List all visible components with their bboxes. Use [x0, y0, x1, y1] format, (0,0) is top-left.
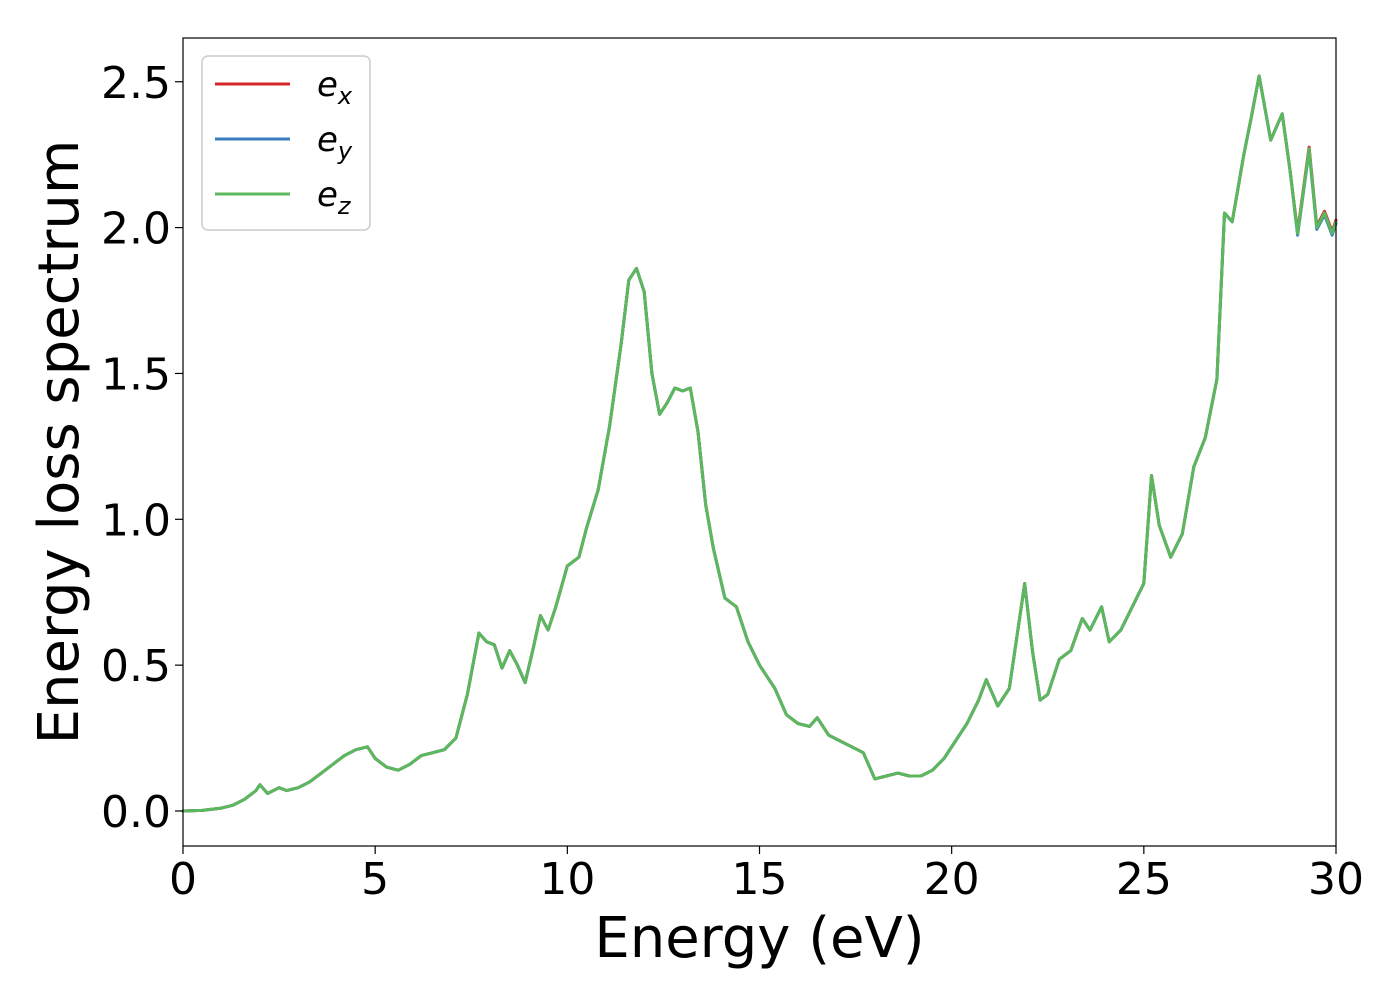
y-tick-label: 2.5 — [101, 58, 171, 109]
series-line-ez — [181, 74, 1338, 813]
y-axis-label: Energy loss spectrum — [27, 140, 92, 745]
y-tick-label: 1.5 — [101, 349, 171, 400]
y-tick-label: 2.0 — [101, 204, 171, 255]
legend-label-ez: ez — [317, 175, 352, 220]
legend-box — [201, 55, 371, 231]
y-tick-label: 0.0 — [101, 787, 171, 838]
y-tick-label: 0.5 — [101, 641, 171, 692]
x-tick-label: 5 — [361, 854, 389, 905]
x-tick-label: 20 — [924, 854, 980, 905]
x-axis-label: Energy (eV) — [594, 906, 924, 971]
series-layer — [181, 74, 1338, 813]
x-tick-label: 10 — [539, 854, 595, 905]
y-tick-label: 1.0 — [101, 495, 171, 546]
y-axis-ticks: 0.0 0.5 1.0 1.5 2.0 2.5 — [101, 58, 183, 838]
x-tick-label: 30 — [1308, 854, 1364, 905]
x-tick-label: 0 — [169, 854, 197, 905]
x-tick-label: 25 — [1116, 854, 1172, 905]
x-axis-ticks: 0 5 10 15 20 25 30 — [169, 846, 1364, 905]
legend-label-ex: ex — [317, 65, 353, 110]
legend-label-ey: ey — [317, 120, 353, 165]
x-tick-label: 15 — [732, 854, 788, 905]
legend: ex ey ez — [201, 55, 371, 231]
